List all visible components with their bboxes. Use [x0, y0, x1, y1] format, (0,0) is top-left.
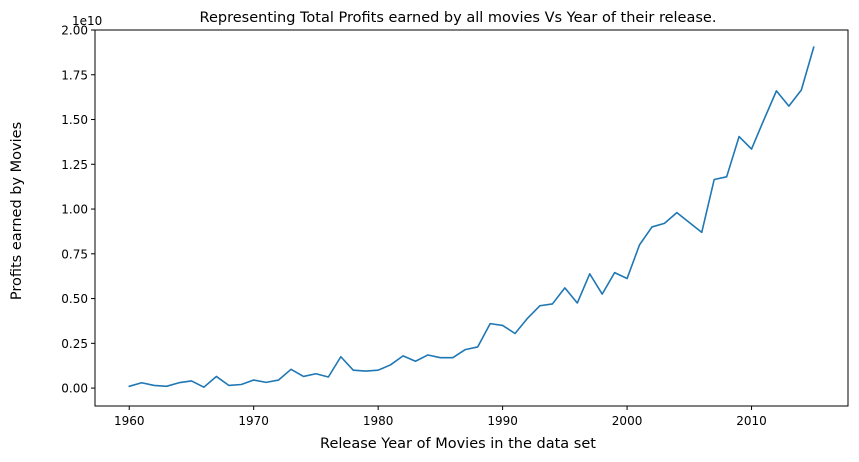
plot-area-frame [94, 29, 849, 407]
x-tick-label: 2010 [736, 414, 767, 428]
y-axis-ticks: 0.00 0.25 0.50 0.75 1.00 1.25 1.50 1.75 2.00 [61, 24, 95, 396]
y-tick-label: 0.00 [61, 382, 88, 396]
x-axis-label: Release Year of Movies in the data set [320, 436, 596, 452]
x-tick-label: 1970 [238, 414, 269, 428]
y-axis-label: Profits earned by Movies [9, 122, 25, 300]
chart-title: Representing Total Profits earned by all… [200, 10, 717, 26]
y-tick-label: 0.75 [61, 247, 88, 261]
x-tick-label: 2000 [612, 414, 643, 428]
y-tick-label: 1.00 [61, 203, 88, 217]
series-line [128, 46, 815, 388]
y-tick-label: 0.25 [61, 337, 88, 351]
y-tick-label: 1.25 [61, 158, 88, 172]
y-tick-label: 0.50 [61, 292, 88, 306]
x-tick-label: 1990 [487, 414, 518, 428]
x-tick-label: 1960 [114, 414, 145, 428]
x-tick-label: 1980 [363, 414, 394, 428]
x-axis-ticks: 1960 1970 1980 1990 2000 2010 [114, 406, 767, 428]
y-tick-label: 1.50 [61, 113, 88, 127]
y-tick-label: 2.00 [61, 24, 88, 38]
y-tick-label: 1.75 [61, 68, 88, 82]
y-offset-label: 1e10 [72, 14, 102, 28]
